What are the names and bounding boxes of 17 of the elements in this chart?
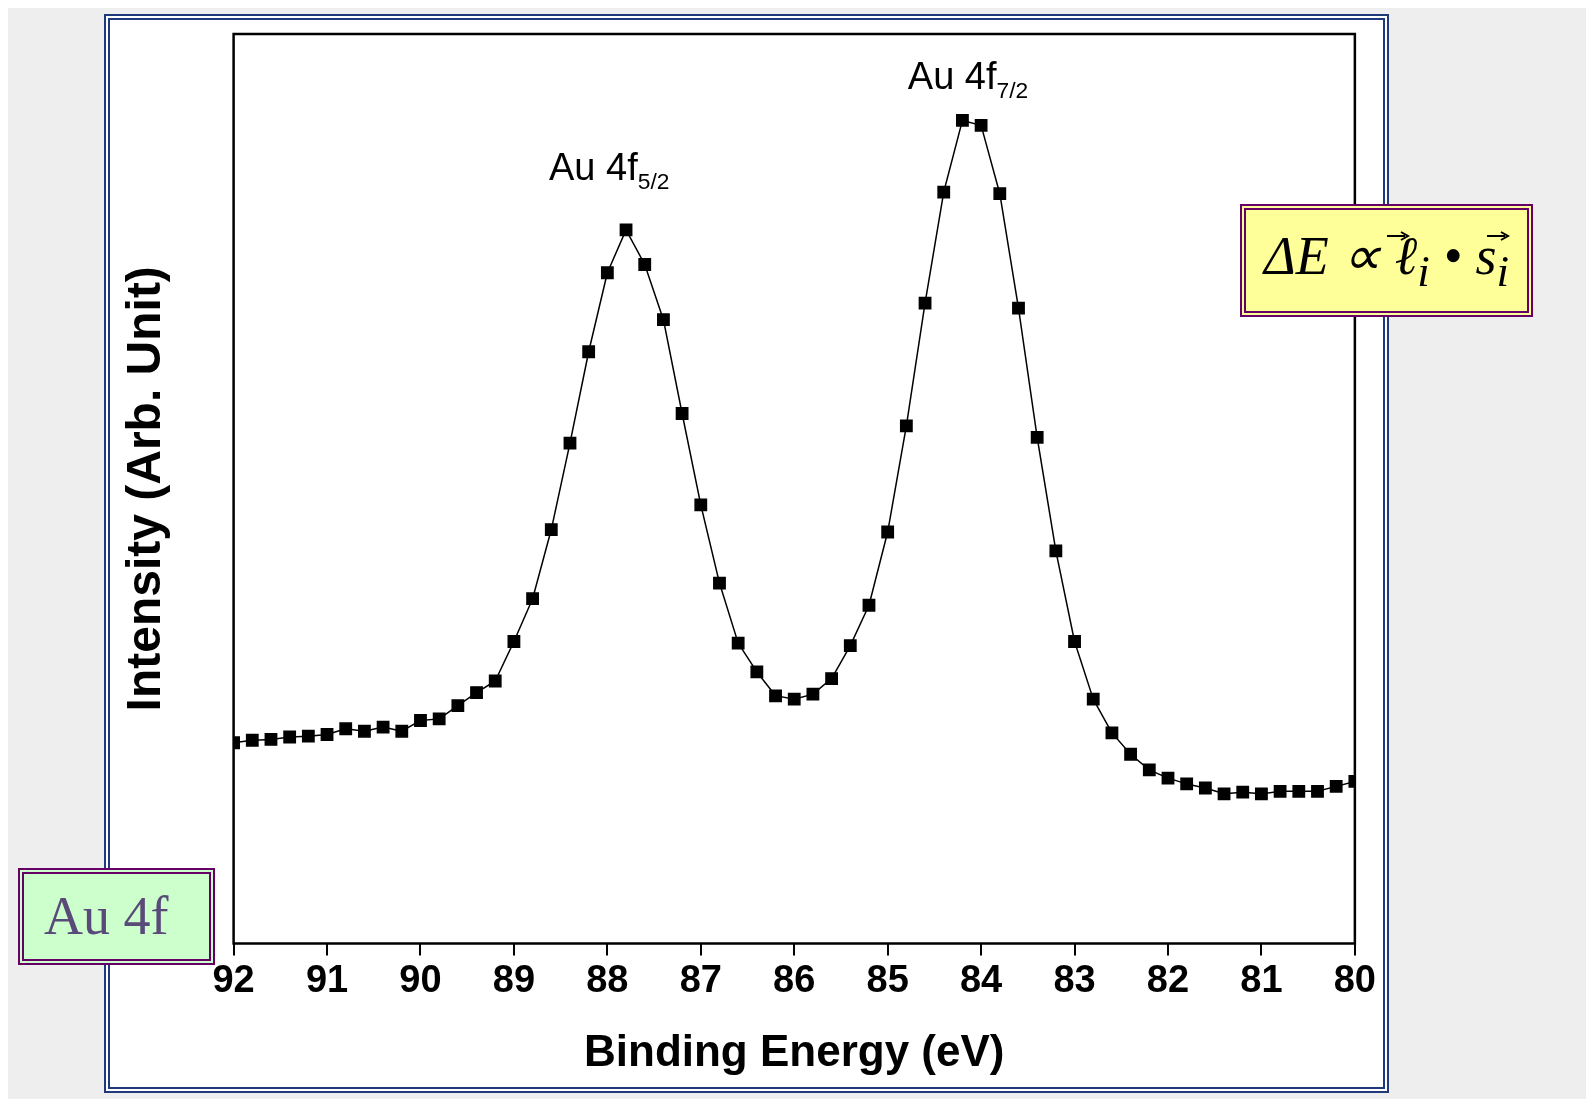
x-tick-label: 90 xyxy=(399,957,442,1000)
x-tick-label: 80 xyxy=(1333,957,1377,1000)
x-tick-label: 83 xyxy=(1053,957,1096,1000)
text: Au 4f xyxy=(44,886,169,946)
x-tick-label: 89 xyxy=(492,957,536,1000)
x-tick-label: 82 xyxy=(1146,957,1190,1000)
x-tick-label: 85 xyxy=(866,957,909,1000)
x-axis-title: Binding Energy (eV) xyxy=(583,1025,1005,1075)
x-tick-label: 84 xyxy=(959,957,1003,1000)
x-tick-label: 88 xyxy=(586,957,629,1000)
x-tick-label: 86 xyxy=(773,957,816,1000)
x-tick-label: 87 xyxy=(679,957,722,1000)
x-tick-label: 92 xyxy=(212,957,255,1000)
annotation: ΔE ∝ ℓ$_{i}$ • s$_{i}$ xyxy=(1240,204,1534,317)
y-axis-title: Intensity (Arb. Unit) xyxy=(117,266,171,712)
x-tick-label: 91 xyxy=(305,957,349,1000)
x-tick-label: 81 xyxy=(1240,957,1283,1000)
